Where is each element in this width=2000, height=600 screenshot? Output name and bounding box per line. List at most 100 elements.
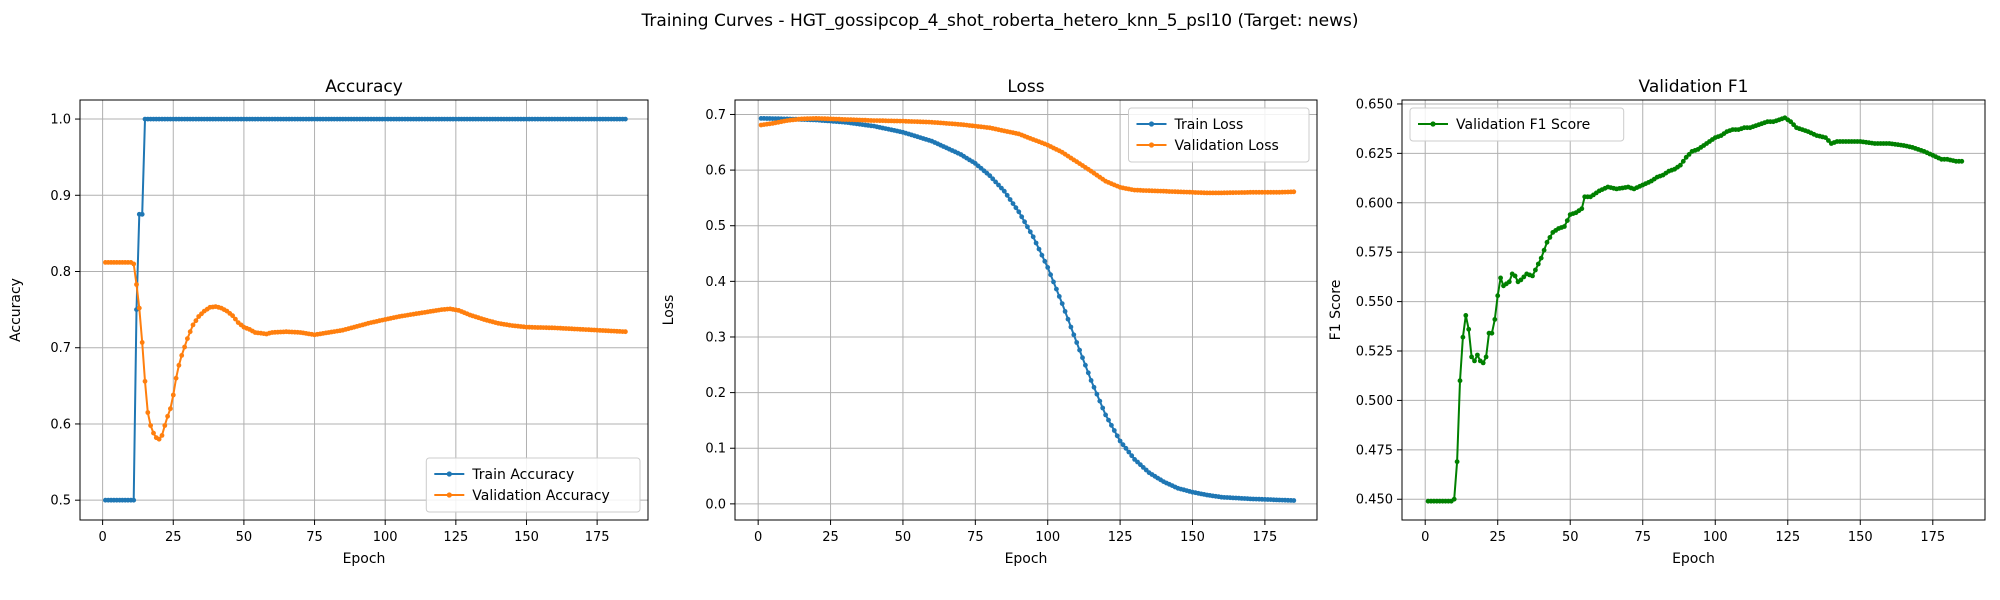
validation-f1-score-point <box>1451 496 1457 502</box>
train-loss-point <box>1065 316 1071 322</box>
validation-accuracy-point <box>190 322 196 328</box>
x-tick-label: 150 <box>1180 530 1205 545</box>
validation-f1-score-point <box>1483 354 1489 360</box>
x-tick-label: 75 <box>306 530 323 545</box>
train-loss-point <box>1123 445 1129 451</box>
train-loss-point <box>1039 252 1045 258</box>
train-loss-point <box>1120 442 1126 448</box>
validation-accuracy-point <box>623 329 628 335</box>
train-accuracy-point <box>623 116 628 122</box>
legend-marker <box>446 471 452 477</box>
train-loss-point <box>1106 417 1111 423</box>
train-loss-point <box>1103 412 1108 418</box>
y-tick-label: 0.450 <box>1356 493 1393 508</box>
train-loss-point <box>1036 246 1042 252</box>
train-loss-point <box>999 185 1004 191</box>
x-tick-label: 25 <box>822 530 839 545</box>
validation-f1-score-point <box>1480 360 1486 366</box>
validation-f1-score-point <box>1564 218 1570 224</box>
x-tick-label: 0 <box>754 530 762 545</box>
train-loss-point <box>1129 453 1135 459</box>
x-tick-label: 25 <box>1489 530 1506 545</box>
y-axis-label: F1 Score <box>1328 280 1344 341</box>
train-loss-point <box>1126 449 1132 455</box>
train-loss-point <box>1045 265 1051 270</box>
validation-accuracy-point <box>156 436 162 442</box>
train-loss-point <box>1068 324 1074 330</box>
validation-f1-score-point <box>1562 224 1567 229</box>
y-tick-label: 0.500 <box>1356 394 1393 409</box>
validation-f1-score-point <box>1530 273 1535 279</box>
y-tick-label: 0.7 <box>705 108 726 123</box>
validation-f1-score-point <box>1683 154 1689 160</box>
y-tick-label: 0.1 <box>705 442 726 457</box>
validation-f1-score-point <box>1457 378 1463 384</box>
y-tick-label: 0.5 <box>705 219 726 234</box>
x-tick-label: 50 <box>895 530 912 545</box>
validation-f1-score-point <box>1579 206 1585 212</box>
y-tick-label: 0.6 <box>705 164 726 179</box>
validation-f1-score-point <box>1466 326 1472 332</box>
y-tick-label: 0.600 <box>1356 196 1393 211</box>
x-tick-label: 175 <box>1252 530 1277 545</box>
train-loss-point <box>1030 234 1036 240</box>
train-loss-point <box>1054 286 1059 292</box>
legend-box <box>425 457 641 513</box>
validation-accuracy-point <box>168 406 173 412</box>
validation-f1-score-point <box>1506 279 1512 285</box>
legend: Train Loss Validation Loss <box>1128 107 1310 163</box>
y-tick-label: 0.2 <box>705 386 726 401</box>
y-tick-label: 0.8 <box>50 265 71 280</box>
train-loss-point <box>987 173 993 179</box>
validation-f1-score-point <box>1498 275 1503 281</box>
validation-accuracy-point <box>193 318 199 324</box>
x-tick-label: 125 <box>1775 530 1800 545</box>
train-loss-point <box>1114 433 1120 439</box>
train-loss-point <box>1027 229 1033 235</box>
train-loss-point <box>1077 347 1082 353</box>
validation-accuracy-point <box>182 344 188 350</box>
validation-accuracy-point <box>142 378 148 384</box>
x-tick-label: 100 <box>373 530 398 545</box>
accuracy-title: Accuracy <box>325 77 403 97</box>
train-loss-point <box>1001 188 1007 194</box>
y-tick-label: 0.575 <box>1356 246 1393 261</box>
validation-accuracy-point <box>131 261 137 267</box>
validation-accuracy-point <box>136 305 142 311</box>
x-tick-label: 100 <box>1703 530 1728 545</box>
x-tick-label: 0 <box>1421 530 1429 545</box>
validation-f1-score-point <box>1678 162 1683 168</box>
validation-f1-title: Validation F1 <box>1639 77 1749 97</box>
validation-f1-score-point <box>1535 261 1541 267</box>
validation-accuracy-point <box>134 282 139 287</box>
y-tick-label: 0.6 <box>50 417 71 432</box>
legend-label: Validation F1 Score <box>1456 117 1590 133</box>
validation-f1-score-point <box>1538 255 1544 261</box>
train-loss-point <box>1033 240 1039 246</box>
train-loss-point <box>1097 398 1103 404</box>
validation-accuracy-point <box>170 392 176 398</box>
train-loss-point <box>1062 309 1068 314</box>
legend: Train Accuracy Validation Accuracy <box>425 457 641 513</box>
x-axis-label: Epoch <box>1672 551 1715 567</box>
train-loss-point <box>1013 205 1019 211</box>
axes-frame <box>79 99 649 521</box>
train-loss-point <box>990 176 996 182</box>
x-tick-label: 175 <box>1920 530 1945 545</box>
y-axis-label: Loss <box>661 295 677 326</box>
figure-suptitle: Training Curves - HGT_gossipcop_4_shot_r… <box>641 11 1359 31</box>
validation-f1-score-point <box>1475 352 1480 358</box>
train-loss-point <box>1117 438 1123 444</box>
y-tick-label: 1.0 <box>50 113 71 128</box>
train-accuracy-point <box>131 497 137 503</box>
train-loss-point <box>1022 219 1027 225</box>
x-tick-label: 75 <box>1634 530 1651 545</box>
y-tick-label: 0.7 <box>50 341 71 356</box>
validation-f1-score-point <box>1826 138 1831 143</box>
train-loss-point <box>1056 294 1062 299</box>
train-loss-point <box>1007 197 1013 202</box>
train-loss-point <box>993 179 998 185</box>
y-tick-label: 0.0 <box>705 497 726 512</box>
train-loss-point <box>1042 258 1048 264</box>
